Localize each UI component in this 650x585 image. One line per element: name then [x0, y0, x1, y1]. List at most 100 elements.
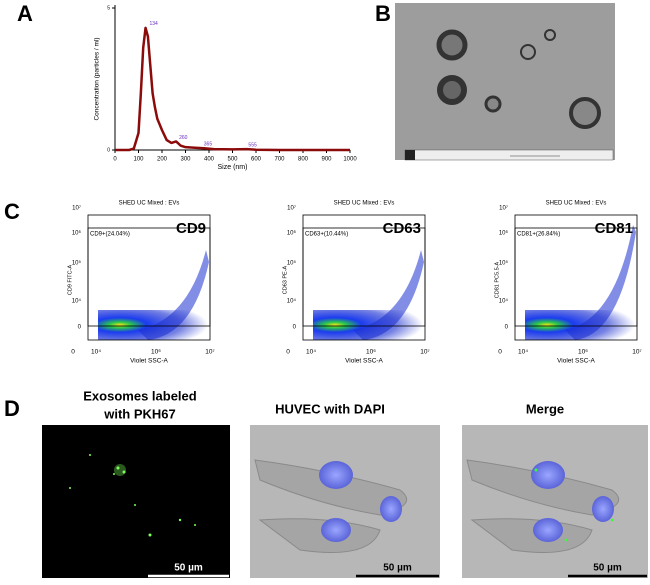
huvec-panels — [250, 425, 648, 578]
x-tick-label: 500 — [227, 157, 238, 163]
green-dots — [69, 454, 196, 537]
x-tick-label: 0 — [113, 157, 117, 163]
nucleus — [380, 496, 402, 522]
image-title: Exosomes labeled — [83, 388, 196, 403]
plot-title: SHED UC Mixed : EVs — [546, 201, 607, 207]
flow-x-tick-label: 0 — [498, 349, 502, 356]
flow-y-tick-label: 10⁷ — [72, 205, 81, 212]
marker-label: CD63 — [383, 220, 421, 237]
flow-y-tick-label: 10⁵ — [287, 260, 297, 267]
gate — [87, 227, 211, 327]
dot — [134, 504, 136, 506]
flow-x-label: Violet SSC-A — [557, 358, 595, 365]
pkh67-image — [42, 425, 230, 578]
flow-y-label: CD81 PC5.5-A — [494, 261, 500, 298]
flow-x-label: Violet SSC-A — [130, 358, 168, 365]
tem-image — [395, 3, 615, 160]
vesicle — [484, 95, 502, 113]
flow-y-tick-label: 10⁴ — [499, 298, 509, 305]
flow-x-tick-label: 10⁴ — [518, 349, 528, 356]
dot — [148, 533, 152, 537]
nucleus — [319, 461, 353, 489]
x-tick-label: 200 — [157, 157, 168, 163]
flow-x-tick-label: 10⁷ — [420, 349, 430, 356]
nucleus — [533, 518, 563, 542]
cloud-tail — [138, 250, 209, 340]
flow-y-tick-label: 10⁵ — [72, 260, 82, 267]
gate-label: CD63+(10.44%) — [305, 232, 348, 238]
cloud-tail — [565, 225, 636, 340]
flow-y-tick-label: 10⁵ — [499, 260, 509, 267]
flow-x-tick-label: 0 — [71, 349, 75, 356]
y-axis-label: Concentration (particles / ml) — [94, 37, 101, 120]
x-axis-label: Size (nm) — [218, 164, 248, 171]
flow-x-tick-label: 10⁴ — [91, 349, 101, 356]
gate — [302, 227, 426, 327]
flow-y-tick-label: 10⁷ — [499, 205, 508, 212]
flow-y-tick-label: 10⁶ — [287, 230, 297, 237]
nucleus — [592, 496, 614, 522]
dot — [69, 487, 71, 489]
x-tick-label: 900 — [321, 157, 332, 163]
image-title: Merge — [526, 401, 564, 416]
dot — [564, 538, 568, 542]
panel-label: C — [4, 199, 20, 224]
dot — [610, 518, 614, 522]
dot — [534, 468, 538, 472]
panel-label: D — [4, 396, 20, 421]
cells — [254, 459, 408, 553]
flow-y-tick-label: 10⁷ — [287, 205, 296, 212]
gate-label: CD81+(26.84%) — [517, 232, 560, 238]
flow-x-tick-label: 10⁶ — [366, 349, 376, 356]
dot — [89, 454, 91, 456]
x-tick-label: 600 — [251, 157, 262, 163]
x-tick-label: 400 — [204, 157, 215, 163]
flow-y-tick-label: 10⁴ — [72, 298, 82, 305]
x-tick-label: 700 — [274, 157, 285, 163]
vesicle — [437, 75, 467, 105]
x-tick-label: 300 — [180, 157, 191, 163]
plot-title: SHED UC Mixed : EVs — [119, 201, 180, 207]
gate-label: CD9+(24.04%) — [90, 232, 130, 238]
x-tick-label: 1000 — [343, 157, 357, 163]
flow-y-tick-label: 0 — [505, 325, 509, 331]
flow-x-tick-label: 10⁷ — [632, 349, 642, 356]
marker-label: CD9 — [176, 220, 206, 237]
x-tick-label: 100 — [133, 157, 144, 163]
cells — [466, 459, 620, 553]
scale-strip — [404, 149, 614, 161]
y-tick-label: 0 — [107, 147, 110, 153]
peak-label: 134 — [149, 21, 158, 27]
peak-label: 365 — [204, 141, 213, 147]
panel-label: A — [17, 1, 33, 26]
flow-y-tick-label: 10⁶ — [499, 230, 509, 237]
data-line — [115, 26, 350, 152]
scale-icon — [405, 150, 415, 160]
flow-x-tick-label: 0 — [286, 349, 290, 356]
dot — [178, 518, 182, 522]
nucleus — [321, 518, 351, 542]
flow-y-tick-label: 0 — [78, 325, 82, 331]
vesicle — [544, 29, 556, 41]
dot — [122, 470, 126, 474]
peak-label: 260 — [179, 135, 188, 141]
cloud-tail — [353, 250, 424, 340]
flow-x-tick-label: 10⁶ — [151, 349, 161, 356]
flow-y-label: CD9 FITC-A — [67, 265, 73, 296]
flow-y-tick-label: 10⁴ — [287, 298, 297, 305]
scale-bar-label: 50 µm — [593, 563, 622, 574]
vesicle — [569, 97, 601, 129]
peak-label: 555 — [248, 142, 257, 148]
scale-bar-label: 50 µm — [174, 563, 203, 574]
dot — [116, 466, 120, 470]
dot — [113, 473, 115, 475]
flow-y-tick-label: 10⁶ — [72, 230, 82, 237]
flow-x-tick-label: 10⁷ — [205, 349, 215, 356]
dot — [194, 524, 196, 526]
vesicle — [520, 44, 536, 60]
gate — [514, 227, 638, 327]
nucleus — [531, 461, 565, 489]
flow-y-label: CD63 PE-A — [282, 265, 288, 294]
panel-label: B — [375, 1, 391, 26]
